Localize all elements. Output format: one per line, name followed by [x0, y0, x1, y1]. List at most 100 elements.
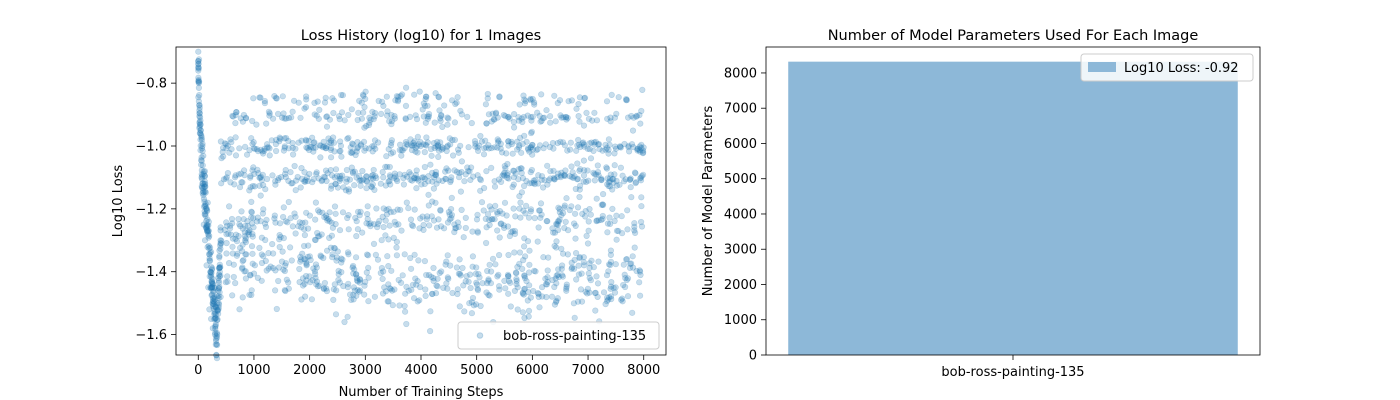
loss-point — [197, 127, 204, 134]
loss-point — [195, 79, 202, 87]
loss-point — [320, 143, 328, 150]
loss-point — [246, 147, 253, 154]
loss-point — [349, 168, 356, 175]
loss-point — [215, 277, 222, 284]
loss-point — [317, 252, 324, 259]
loss-point — [206, 232, 213, 240]
loss-point — [209, 265, 216, 272]
loss-point — [595, 141, 603, 148]
loss-point — [383, 93, 390, 100]
loss-point — [505, 290, 512, 297]
loss-point — [527, 206, 535, 213]
loss-point — [447, 141, 454, 148]
loss-point — [369, 108, 376, 115]
loss-point — [258, 234, 266, 241]
loss-point — [216, 268, 223, 276]
loss-point — [592, 307, 599, 314]
loss-point — [281, 115, 288, 122]
loss-point — [353, 218, 360, 225]
loss-point — [574, 160, 581, 167]
loss-point — [216, 247, 223, 254]
loss-point — [204, 229, 211, 236]
loss-point — [484, 95, 491, 102]
loss-point — [425, 113, 433, 120]
loss-point — [453, 168, 461, 175]
loss-point — [558, 272, 566, 279]
loss-point — [326, 209, 333, 216]
loss-point — [598, 201, 605, 208]
loss-point — [527, 96, 534, 104]
loss-point — [423, 142, 430, 149]
loss-point — [553, 280, 560, 287]
loss-point — [203, 205, 210, 212]
loss-point — [296, 219, 303, 226]
loss-point — [609, 186, 616, 193]
loss-point — [213, 333, 220, 340]
loss-point — [485, 276, 492, 283]
loss-point — [402, 115, 409, 122]
loss-point — [496, 252, 503, 259]
loss-point — [616, 181, 623, 188]
loss-point — [289, 144, 296, 151]
loss-point — [373, 205, 380, 212]
loss-point — [505, 138, 512, 145]
loss-point — [214, 306, 221, 314]
loss-point — [593, 171, 600, 178]
loss-point — [531, 101, 538, 108]
loss-point — [197, 127, 204, 134]
loss-point — [289, 223, 296, 230]
loss-point — [223, 240, 230, 247]
loss-point — [566, 146, 574, 153]
loss-point — [495, 271, 502, 278]
loss-point — [222, 175, 229, 182]
loss-point — [207, 269, 214, 276]
loss-point — [232, 134, 239, 141]
loss-point — [437, 117, 444, 125]
loss-point — [607, 261, 614, 269]
loss-point — [315, 207, 322, 214]
parameters-legend-label: Log10 Loss: -0.92 — [1124, 61, 1239, 76]
loss-point — [227, 231, 234, 238]
loss-point — [435, 94, 443, 101]
loss-point — [396, 171, 403, 178]
loss-point — [553, 220, 560, 227]
loss-point — [204, 227, 211, 234]
loss-point — [205, 234, 212, 241]
loss-point — [563, 287, 570, 294]
loss-point — [525, 269, 533, 276]
loss-point — [264, 144, 271, 151]
loss-point — [217, 240, 224, 247]
loss-point — [456, 169, 463, 177]
loss-point — [595, 217, 602, 224]
loss-point — [250, 270, 258, 277]
loss-point — [594, 280, 602, 287]
loss-point — [198, 174, 205, 181]
loss-point — [404, 173, 411, 180]
loss-point — [631, 223, 638, 230]
loss-point — [396, 146, 403, 154]
loss-point — [515, 117, 523, 124]
loss-point — [575, 141, 583, 148]
loss-point — [407, 176, 414, 183]
loss-point — [327, 144, 335, 152]
loss-point — [318, 178, 325, 185]
loss-point — [607, 118, 614, 125]
loss-point — [321, 279, 329, 287]
loss-point — [198, 157, 205, 164]
loss-point — [361, 282, 368, 289]
loss-point — [360, 176, 367, 183]
loss-point — [303, 144, 310, 151]
loss-point — [217, 138, 224, 145]
loss-point — [437, 207, 444, 214]
loss-point — [200, 192, 207, 199]
loss-point — [403, 320, 410, 328]
loss-point — [495, 137, 502, 144]
loss-point — [403, 283, 410, 291]
loss-point — [264, 141, 271, 148]
loss-point — [210, 289, 217, 296]
loss-point — [334, 184, 342, 191]
loss-point — [242, 251, 249, 258]
loss-point — [212, 315, 219, 322]
loss-point — [218, 237, 225, 244]
parameters-legend-box — [1080, 53, 1254, 82]
